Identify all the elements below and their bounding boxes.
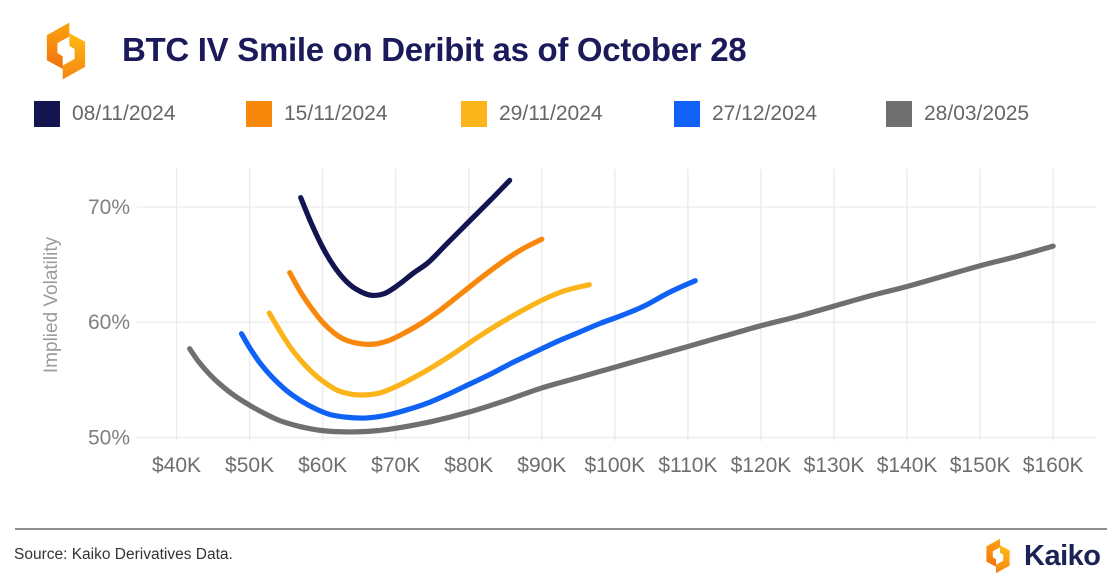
legend-swatch [246, 101, 272, 127]
x-tick-label: $50K [225, 454, 274, 477]
legend-label: 27/12/2024 [712, 102, 818, 125]
legend-item: 27/12/2024 [674, 100, 817, 128]
x-tick-label: $60K [298, 454, 347, 477]
series-line-08-11-2024 [298, 177, 513, 299]
legend-item: 28/03/2025 [886, 100, 1029, 128]
series-line-28-03-2025 [187, 243, 1056, 435]
kaiko-logo-icon [986, 538, 1010, 574]
y-tick-label: 60% [88, 311, 130, 334]
chart-legend: 08/11/2024 15/11/2024 29/11/2024 27/12/2024… [0, 100, 1120, 130]
legend-item: 15/11/2024 [246, 100, 388, 128]
footer-divider [15, 528, 1107, 530]
x-tick-label: $80K [444, 454, 493, 477]
x-tick-label: $90K [517, 454, 566, 477]
x-tick-label: $140K [877, 454, 938, 477]
y-axis-title: Implied Volatility [41, 236, 62, 373]
footer-brand: Kaiko [978, 536, 1101, 576]
x-tick-label: $100K [584, 454, 645, 477]
kaiko-logo-icon [46, 22, 86, 80]
series-line-29-11-2024 [266, 282, 592, 398]
legend-item: 08/11/2024 [34, 100, 176, 128]
x-tick-label: $120K [731, 454, 792, 477]
legend-swatch [886, 101, 912, 127]
legend-swatch [674, 101, 700, 127]
legend-label: 29/11/2024 [499, 102, 603, 125]
series-line-15-11-2024 [287, 236, 545, 347]
kaiko-wordmark: Kaiko [1024, 539, 1101, 572]
legend-label: 08/11/2024 [72, 102, 176, 125]
source-text: Source: Kaiko Derivatives Data. [14, 546, 233, 563]
x-tick-label: $160K [1023, 454, 1084, 477]
x-tick-label: $70K [371, 454, 420, 477]
y-tick-label: 50% [88, 427, 130, 450]
legend-swatch [461, 101, 487, 127]
y-tick-label: 70% [88, 196, 130, 219]
legend-swatch [34, 101, 60, 127]
x-tick-label: $130K [804, 454, 865, 477]
x-tick-label: $40K [152, 454, 201, 477]
legend-item: 29/11/2024 [461, 100, 603, 128]
x-tick-label: $150K [950, 454, 1011, 477]
series-line-27-12-2024 [238, 278, 698, 421]
page-title: BTC IV Smile on Deribit as of October 28 [122, 31, 747, 68]
legend-label: 28/03/2025 [924, 102, 1030, 125]
x-tick-label: $110K [658, 454, 717, 477]
legend-label: 15/11/2024 [284, 102, 388, 125]
